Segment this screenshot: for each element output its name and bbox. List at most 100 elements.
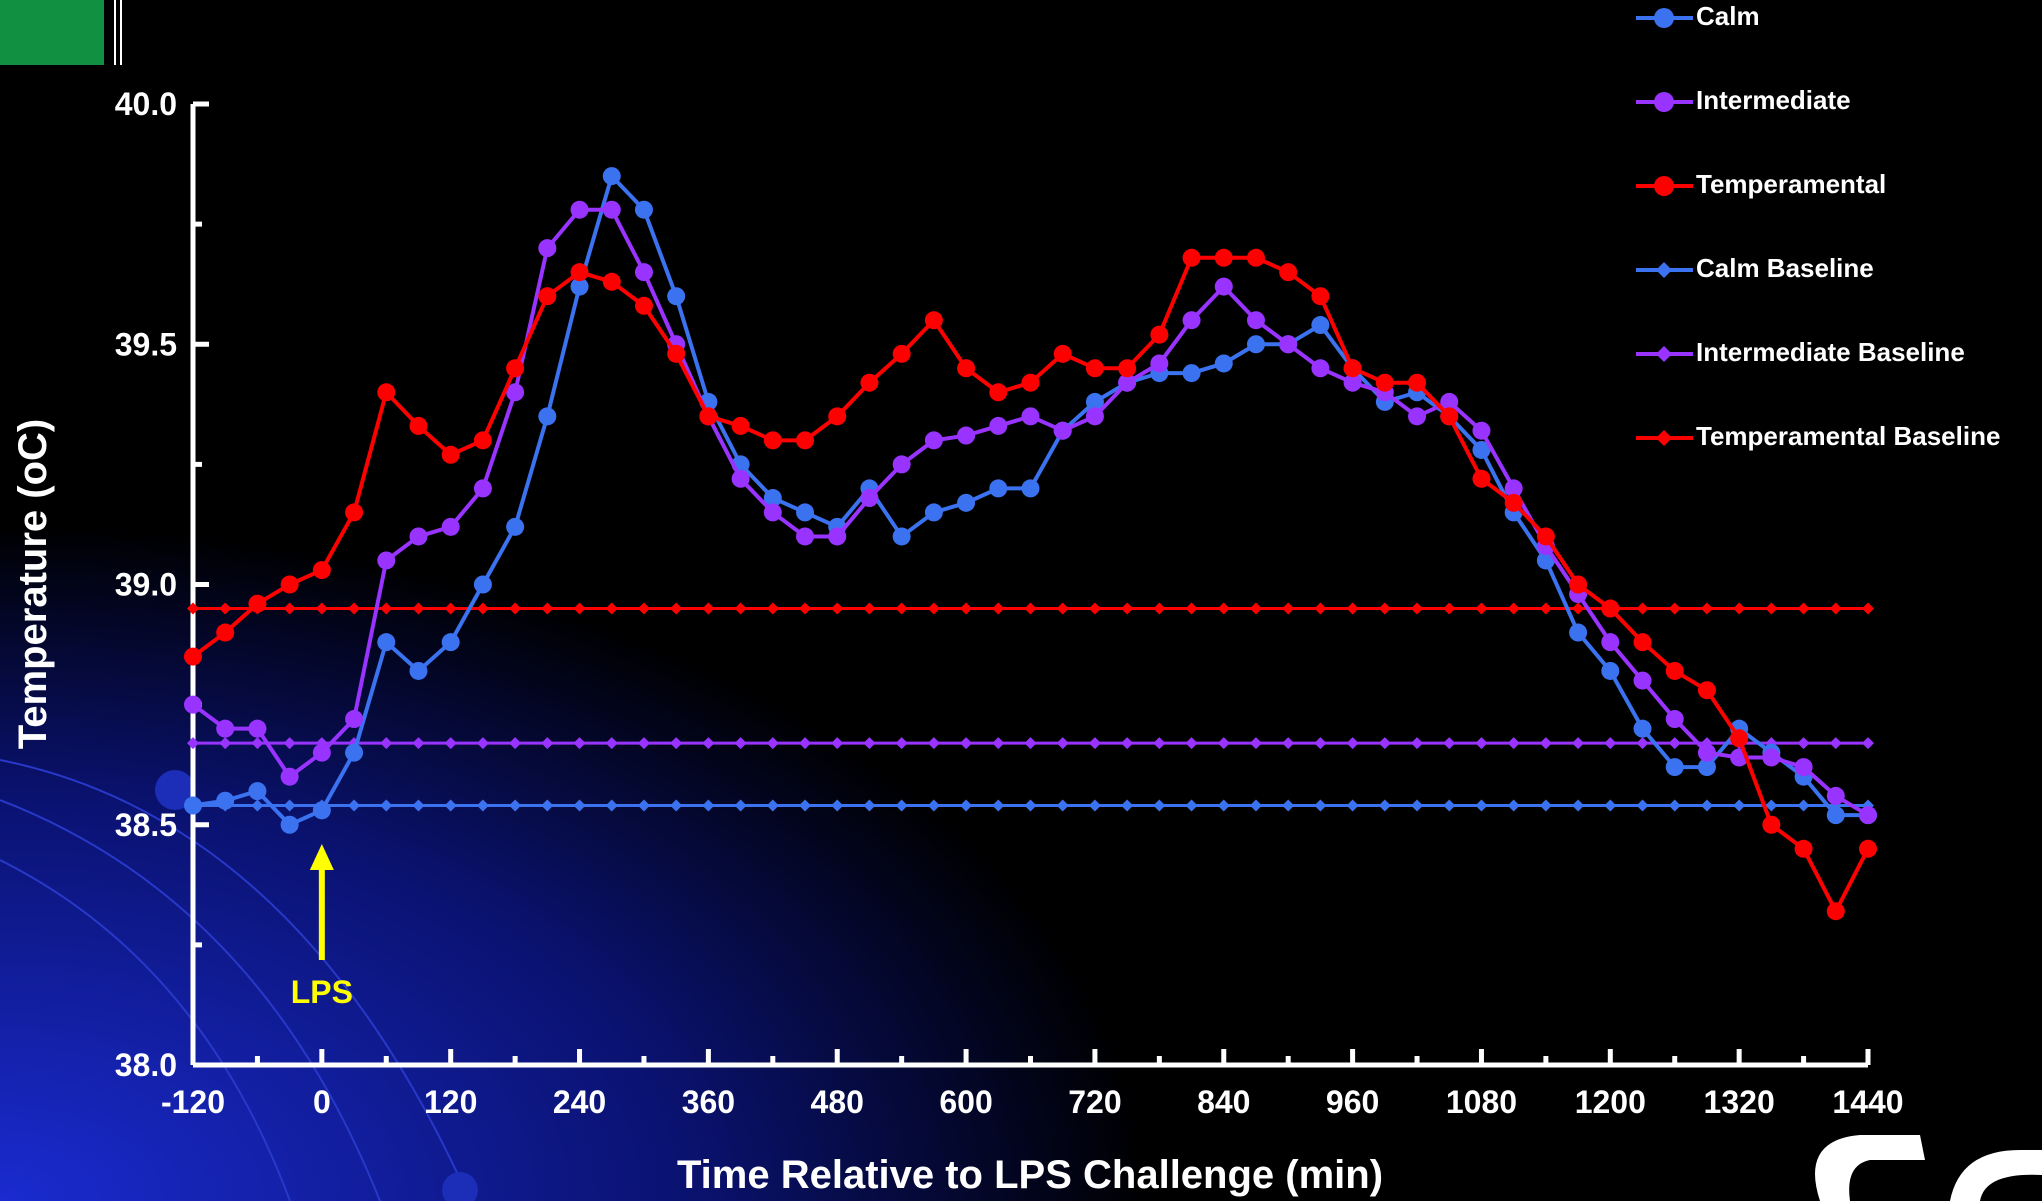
marker bbox=[1282, 737, 1295, 750]
marker bbox=[1829, 602, 1842, 615]
marker bbox=[1762, 748, 1781, 767]
marker bbox=[960, 737, 973, 750]
marker bbox=[187, 602, 199, 615]
marker bbox=[538, 239, 557, 258]
marker bbox=[1182, 248, 1201, 267]
marker bbox=[251, 737, 264, 750]
x-tick-label: 480 bbox=[811, 1084, 864, 1120]
legend-label: Calm Baseline bbox=[1696, 253, 1874, 283]
marker bbox=[315, 602, 328, 615]
marker bbox=[570, 200, 589, 219]
marker bbox=[957, 493, 976, 512]
marker bbox=[957, 359, 976, 378]
marker bbox=[957, 426, 976, 445]
marker bbox=[992, 737, 1005, 750]
marker bbox=[1654, 8, 1674, 28]
marker bbox=[473, 479, 492, 498]
marker bbox=[377, 551, 396, 570]
marker bbox=[1826, 806, 1845, 825]
marker bbox=[1665, 710, 1684, 729]
marker bbox=[796, 527, 815, 546]
y-tick-label: 40.0 bbox=[115, 86, 177, 122]
marker bbox=[1311, 359, 1330, 378]
marker bbox=[1572, 737, 1585, 750]
marker bbox=[1697, 758, 1716, 777]
marker bbox=[731, 416, 750, 435]
marker bbox=[1182, 364, 1201, 383]
marker bbox=[1697, 681, 1716, 700]
marker bbox=[860, 489, 879, 508]
marker bbox=[1408, 373, 1427, 392]
marker bbox=[1346, 799, 1359, 812]
marker bbox=[280, 767, 299, 786]
marker bbox=[573, 602, 586, 615]
marker bbox=[1249, 737, 1262, 750]
marker bbox=[1378, 737, 1391, 750]
marker bbox=[1314, 737, 1327, 750]
marker bbox=[1472, 421, 1491, 440]
legend-label: Intermediate bbox=[1696, 85, 1851, 115]
marker bbox=[184, 695, 202, 714]
marker bbox=[605, 737, 618, 750]
y-tick-label: 38.0 bbox=[115, 1047, 177, 1083]
marker bbox=[476, 737, 489, 750]
x-tick-label: 1080 bbox=[1446, 1084, 1517, 1120]
marker bbox=[1085, 392, 1104, 411]
marker bbox=[1118, 373, 1137, 392]
marker bbox=[1765, 799, 1778, 812]
marker bbox=[1697, 743, 1716, 762]
marker bbox=[444, 737, 457, 750]
marker bbox=[1539, 602, 1552, 615]
marker bbox=[670, 737, 683, 750]
marker bbox=[1282, 602, 1295, 615]
marker bbox=[1314, 799, 1327, 812]
marker bbox=[1668, 602, 1681, 615]
marker bbox=[1375, 373, 1394, 392]
marker bbox=[1794, 839, 1813, 858]
marker bbox=[1733, 602, 1746, 615]
marker bbox=[248, 782, 267, 801]
marker bbox=[992, 602, 1005, 615]
marker bbox=[992, 799, 1005, 812]
marker bbox=[1475, 737, 1488, 750]
marker bbox=[1311, 316, 1330, 335]
marker bbox=[731, 469, 750, 488]
marker bbox=[570, 263, 589, 282]
series bbox=[187, 799, 1874, 812]
marker bbox=[702, 799, 715, 812]
marker bbox=[184, 796, 202, 815]
marker bbox=[1217, 799, 1230, 812]
marker bbox=[1121, 737, 1134, 750]
marker bbox=[960, 799, 973, 812]
marker bbox=[409, 416, 428, 435]
marker bbox=[989, 416, 1008, 435]
x-tick-label: 120 bbox=[424, 1084, 477, 1120]
marker bbox=[1443, 602, 1456, 615]
marker bbox=[1633, 633, 1652, 652]
marker bbox=[1665, 661, 1684, 680]
marker bbox=[989, 479, 1008, 498]
x-tick-label: 840 bbox=[1197, 1084, 1250, 1120]
marker bbox=[1021, 479, 1040, 498]
marker bbox=[1153, 799, 1166, 812]
marker bbox=[1797, 602, 1810, 615]
marker bbox=[895, 799, 908, 812]
marker bbox=[1668, 737, 1681, 750]
marker bbox=[409, 527, 428, 546]
marker bbox=[927, 602, 940, 615]
marker bbox=[799, 737, 812, 750]
marker bbox=[1088, 737, 1101, 750]
marker bbox=[1507, 737, 1520, 750]
legend-label: Calm bbox=[1696, 1, 1760, 31]
marker bbox=[251, 799, 264, 812]
marker bbox=[637, 799, 650, 812]
y-axis-title: Temperature (oC) bbox=[11, 419, 55, 749]
marker bbox=[1733, 799, 1746, 812]
marker bbox=[602, 200, 621, 219]
marker bbox=[187, 737, 199, 750]
marker bbox=[605, 602, 618, 615]
marker bbox=[473, 431, 492, 450]
x-tick-label: -120 bbox=[161, 1084, 225, 1120]
decor-arcs bbox=[0, 759, 471, 1201]
marker bbox=[1246, 335, 1265, 354]
